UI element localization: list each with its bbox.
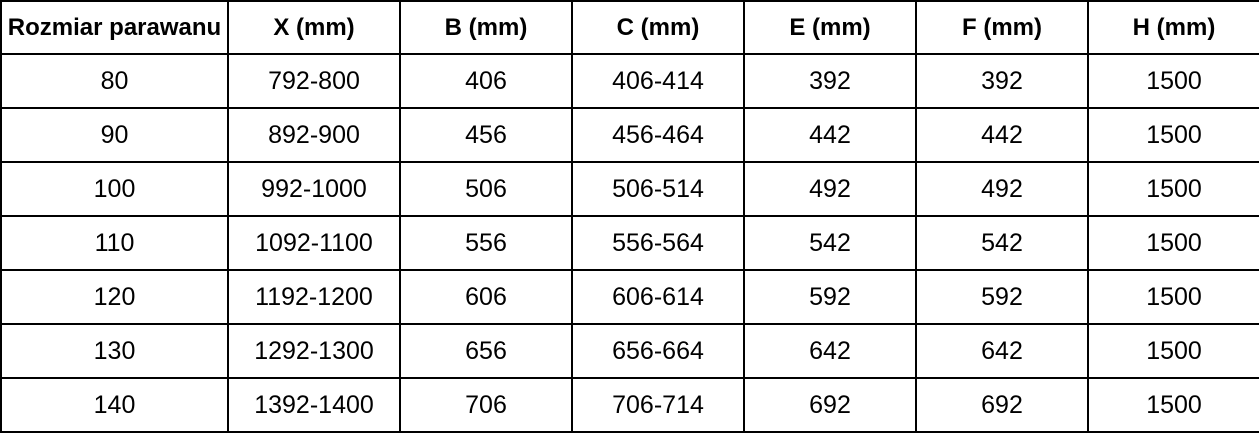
table-cell-r1-c2: 456 — [399, 107, 573, 163]
column-header-6: H (mm) — [1087, 0, 1259, 55]
table-cell-r5-c0: 130 — [0, 323, 229, 379]
table-cell-r3-c1: 1092-1100 — [227, 215, 401, 271]
table-cell-r6-c2: 706 — [399, 377, 573, 433]
table-cell-r6-c0: 140 — [0, 377, 229, 433]
table-cell-r5-c5: 642 — [915, 323, 1089, 379]
table-cell-r6-c6: 1500 — [1087, 377, 1259, 433]
column-header-1: X (mm) — [227, 0, 401, 55]
column-header-0: Rozmiar parawanu — [0, 0, 229, 55]
table-cell-r2-c5: 492 — [915, 161, 1089, 217]
table-cell-r2-c0: 100 — [0, 161, 229, 217]
table-cell-r4-c5: 592 — [915, 269, 1089, 325]
table-cell-r5-c2: 656 — [399, 323, 573, 379]
table-cell-r0-c5: 392 — [915, 53, 1089, 109]
table-cell-r6-c1: 1392-1400 — [227, 377, 401, 433]
table-cell-r1-c0: 90 — [0, 107, 229, 163]
table-cell-r0-c6: 1500 — [1087, 53, 1259, 109]
table-cell-r1-c1: 892-900 — [227, 107, 401, 163]
table-cell-r0-c0: 80 — [0, 53, 229, 109]
table-cell-r3-c3: 556-564 — [571, 215, 745, 271]
table-cell-r4-c1: 1192-1200 — [227, 269, 401, 325]
table-row-1: 90 892-900 456 456-464 442 442 1500 — [0, 107, 1259, 163]
table-row-5: 130 1292-1300 656 656-664 642 642 1500 — [0, 323, 1259, 379]
table-cell-r4-c4: 592 — [743, 269, 917, 325]
table-row-0: 80 792-800 406 406-414 392 392 1500 — [0, 53, 1259, 109]
table-cell-r3-c0: 110 — [0, 215, 229, 271]
table-row-3: 110 1092-1100 556 556-564 542 542 1500 — [0, 215, 1259, 271]
table-cell-r6-c3: 706-714 — [571, 377, 745, 433]
table-cell-r0-c1: 792-800 — [227, 53, 401, 109]
column-header-5: F (mm) — [915, 0, 1089, 55]
table-cell-r3-c6: 1500 — [1087, 215, 1259, 271]
table-row-4: 120 1192-1200 606 606-614 592 592 1500 — [0, 269, 1259, 325]
table-row-2: 100 992-1000 506 506-514 492 492 1500 — [0, 161, 1259, 217]
table-cell-r4-c3: 606-614 — [571, 269, 745, 325]
table-cell-r0-c4: 392 — [743, 53, 917, 109]
table-cell-r3-c2: 556 — [399, 215, 573, 271]
column-header-2: B (mm) — [399, 0, 573, 55]
table-cell-r4-c0: 120 — [0, 269, 229, 325]
table-cell-r5-c3: 656-664 — [571, 323, 745, 379]
table-cell-r2-c3: 506-514 — [571, 161, 745, 217]
table-cell-r1-c6: 1500 — [1087, 107, 1259, 163]
table-cell-r2-c2: 506 — [399, 161, 573, 217]
table-cell-r3-c5: 542 — [915, 215, 1089, 271]
table-cell-r6-c5: 692 — [915, 377, 1089, 433]
table-body: 80 792-800 406 406-414 392 392 1500 90 892-900 45… — [0, 53, 1259, 433]
table-cell-r1-c3: 456-464 — [571, 107, 745, 163]
table-cell-r3-c4: 542 — [743, 215, 917, 271]
table-head: Rozmiar parawanu X (mm) B (mm) C (mm) E (mm)… — [0, 0, 1259, 55]
column-header-4: E (mm) — [743, 0, 917, 55]
table-cell-r5-c4: 642 — [743, 323, 917, 379]
table-cell-r2-c4: 492 — [743, 161, 917, 217]
table-cell-r0-c3: 406-414 — [571, 53, 745, 109]
column-header-3: C (mm) — [571, 0, 745, 55]
table-cell-r4-c2: 606 — [399, 269, 573, 325]
table-cell-r4-c6: 1500 — [1087, 269, 1259, 325]
header-row: Rozmiar parawanu X (mm) B (mm) C (mm) E (mm)… — [0, 0, 1259, 55]
table-cell-r2-c6: 1500 — [1087, 161, 1259, 217]
table-cell-r2-c1: 992-1000 — [227, 161, 401, 217]
table-cell-r1-c5: 442 — [915, 107, 1089, 163]
table-cell-r5-c1: 1292-1300 — [227, 323, 401, 379]
table-cell-r6-c4: 692 — [743, 377, 917, 433]
table-cell-r0-c2: 406 — [399, 53, 573, 109]
table-cell-r5-c6: 1500 — [1087, 323, 1259, 379]
table-cell-r1-c4: 442 — [743, 107, 917, 163]
table-row-6: 140 1392-1400 706 706-714 692 692 1500 — [0, 377, 1259, 433]
